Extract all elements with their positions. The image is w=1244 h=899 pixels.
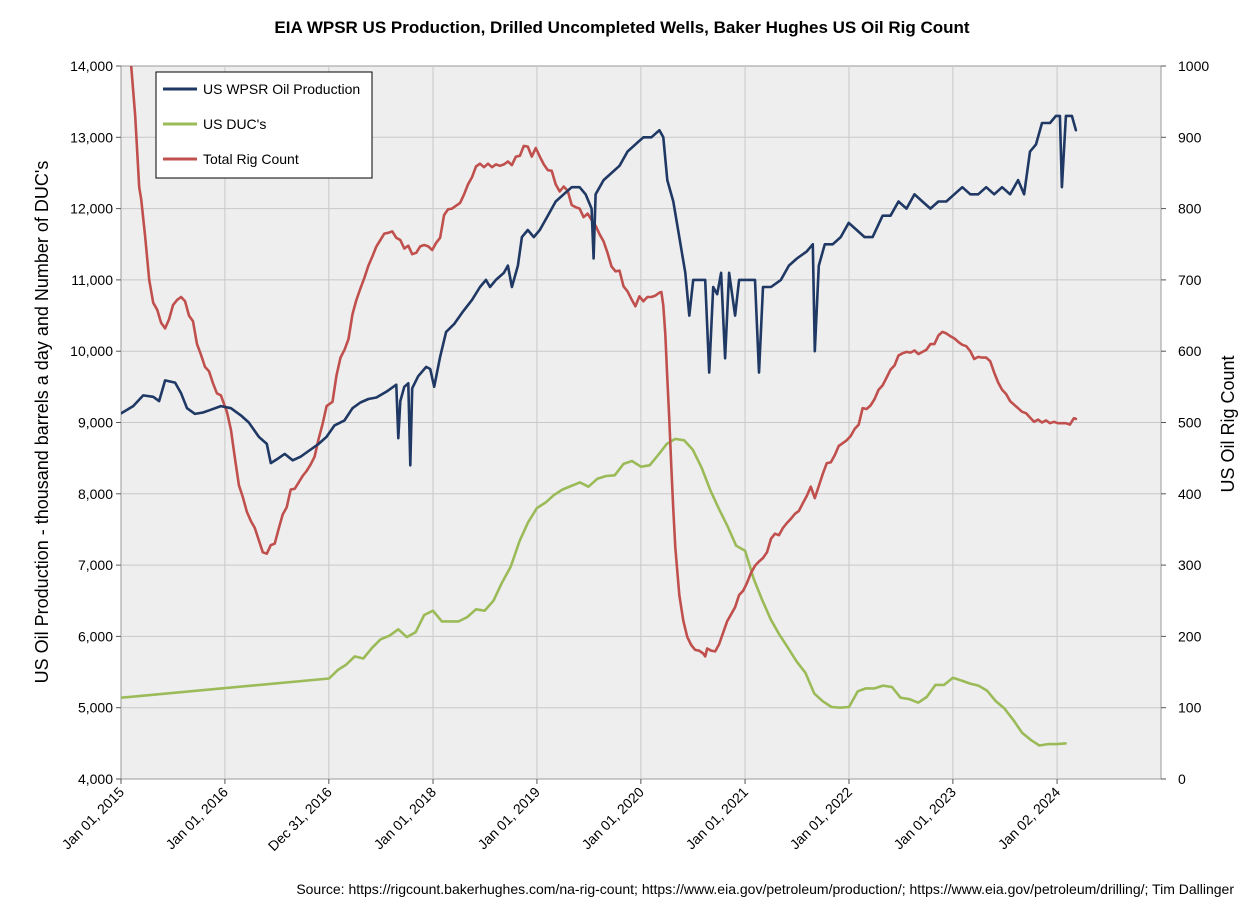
- y-right-tick-label: 500: [1178, 415, 1202, 431]
- x-tick-label: Jan 01, 2022: [787, 784, 856, 853]
- y-right-axis: 0 100 200 300 400 500 600 700 800 900 1000: [1161, 58, 1209, 787]
- y-axis-right-title: US Oil Rig Count: [1218, 355, 1238, 492]
- y-right-tick-label: 100: [1178, 700, 1202, 716]
- y-left-tick-label: 13,000: [70, 129, 113, 145]
- x-tick-label: Jan 01, 2021: [683, 784, 752, 853]
- legend: US WPSR Oil Production US DUC's Total Ri…: [155, 71, 373, 179]
- x-tick-label: Jan 01, 2018: [371, 784, 440, 853]
- y-right-tick-label: 600: [1178, 343, 1202, 359]
- series-line-total-rig-count: [129, 66, 1078, 658]
- x-tick-label: Jan 01, 2023: [890, 784, 959, 853]
- y-left-tick-label: 7,000: [78, 557, 113, 573]
- y-left-axis: 4,000 5,000 6,000 7,000 8,000 9,000 10,000 11,0…: [70, 58, 121, 787]
- y-left-tick-label: 9,000: [78, 415, 113, 431]
- x-tick-label: Jan 01, 2015: [59, 784, 128, 853]
- y-left-tick-label: 6,000: [78, 628, 113, 644]
- x-tick-label: Jan 02, 2024: [995, 784, 1064, 853]
- legend-label-ducs: US DUC's: [203, 116, 266, 132]
- x-tick-label: Jan 01, 2020: [578, 784, 647, 853]
- y-left-tick-label: 4,000: [78, 771, 113, 787]
- legend-label-rigs: Total Rig Count: [203, 151, 299, 167]
- y-left-tick-label: 14,000: [70, 58, 113, 74]
- x-tick-label: Jan 01, 2016: [162, 784, 231, 853]
- y-right-tick-label: 1000: [1178, 58, 1209, 74]
- x-tick-label: Jan 01, 2019: [474, 784, 543, 853]
- chart-title: EIA WPSR US Production, Drilled Uncomple…: [274, 18, 970, 37]
- y-left-tick-label: 10,000: [70, 343, 113, 359]
- legend-label-production: US WPSR Oil Production: [203, 81, 360, 97]
- y-axis-left-title: US Oil Production - thousand barrels a d…: [32, 161, 52, 684]
- y-right-tick-label: 700: [1178, 272, 1202, 288]
- y-right-tick-label: 0: [1178, 771, 1186, 787]
- x-tick-label: Dec 31, 2016: [265, 784, 335, 854]
- y-right-tick-label: 400: [1178, 486, 1202, 502]
- y-right-tick-label: 800: [1178, 201, 1202, 217]
- y-left-tick-label: 11,000: [71, 272, 113, 288]
- series-layer: [121, 66, 1078, 747]
- series-line-us-wpsr-oil-production: [121, 114, 1078, 467]
- y-right-tick-label: 300: [1178, 557, 1202, 573]
- y-right-tick-label: 200: [1178, 628, 1202, 644]
- y-right-tick-label: 900: [1178, 129, 1202, 145]
- y-left-tick-label: 8,000: [78, 486, 113, 502]
- series-line-us-duc-s: [121, 437, 1067, 747]
- y-left-tick-label: 12,000: [70, 201, 113, 217]
- y-left-tick-label: 5,000: [78, 700, 113, 716]
- source-note: Source: https://rigcount.bakerhughes.com…: [296, 881, 1234, 897]
- x-axis: Jan 01, 2015 Jan 01, 2016 Dec 31, 2016 Jan …: [59, 779, 1064, 854]
